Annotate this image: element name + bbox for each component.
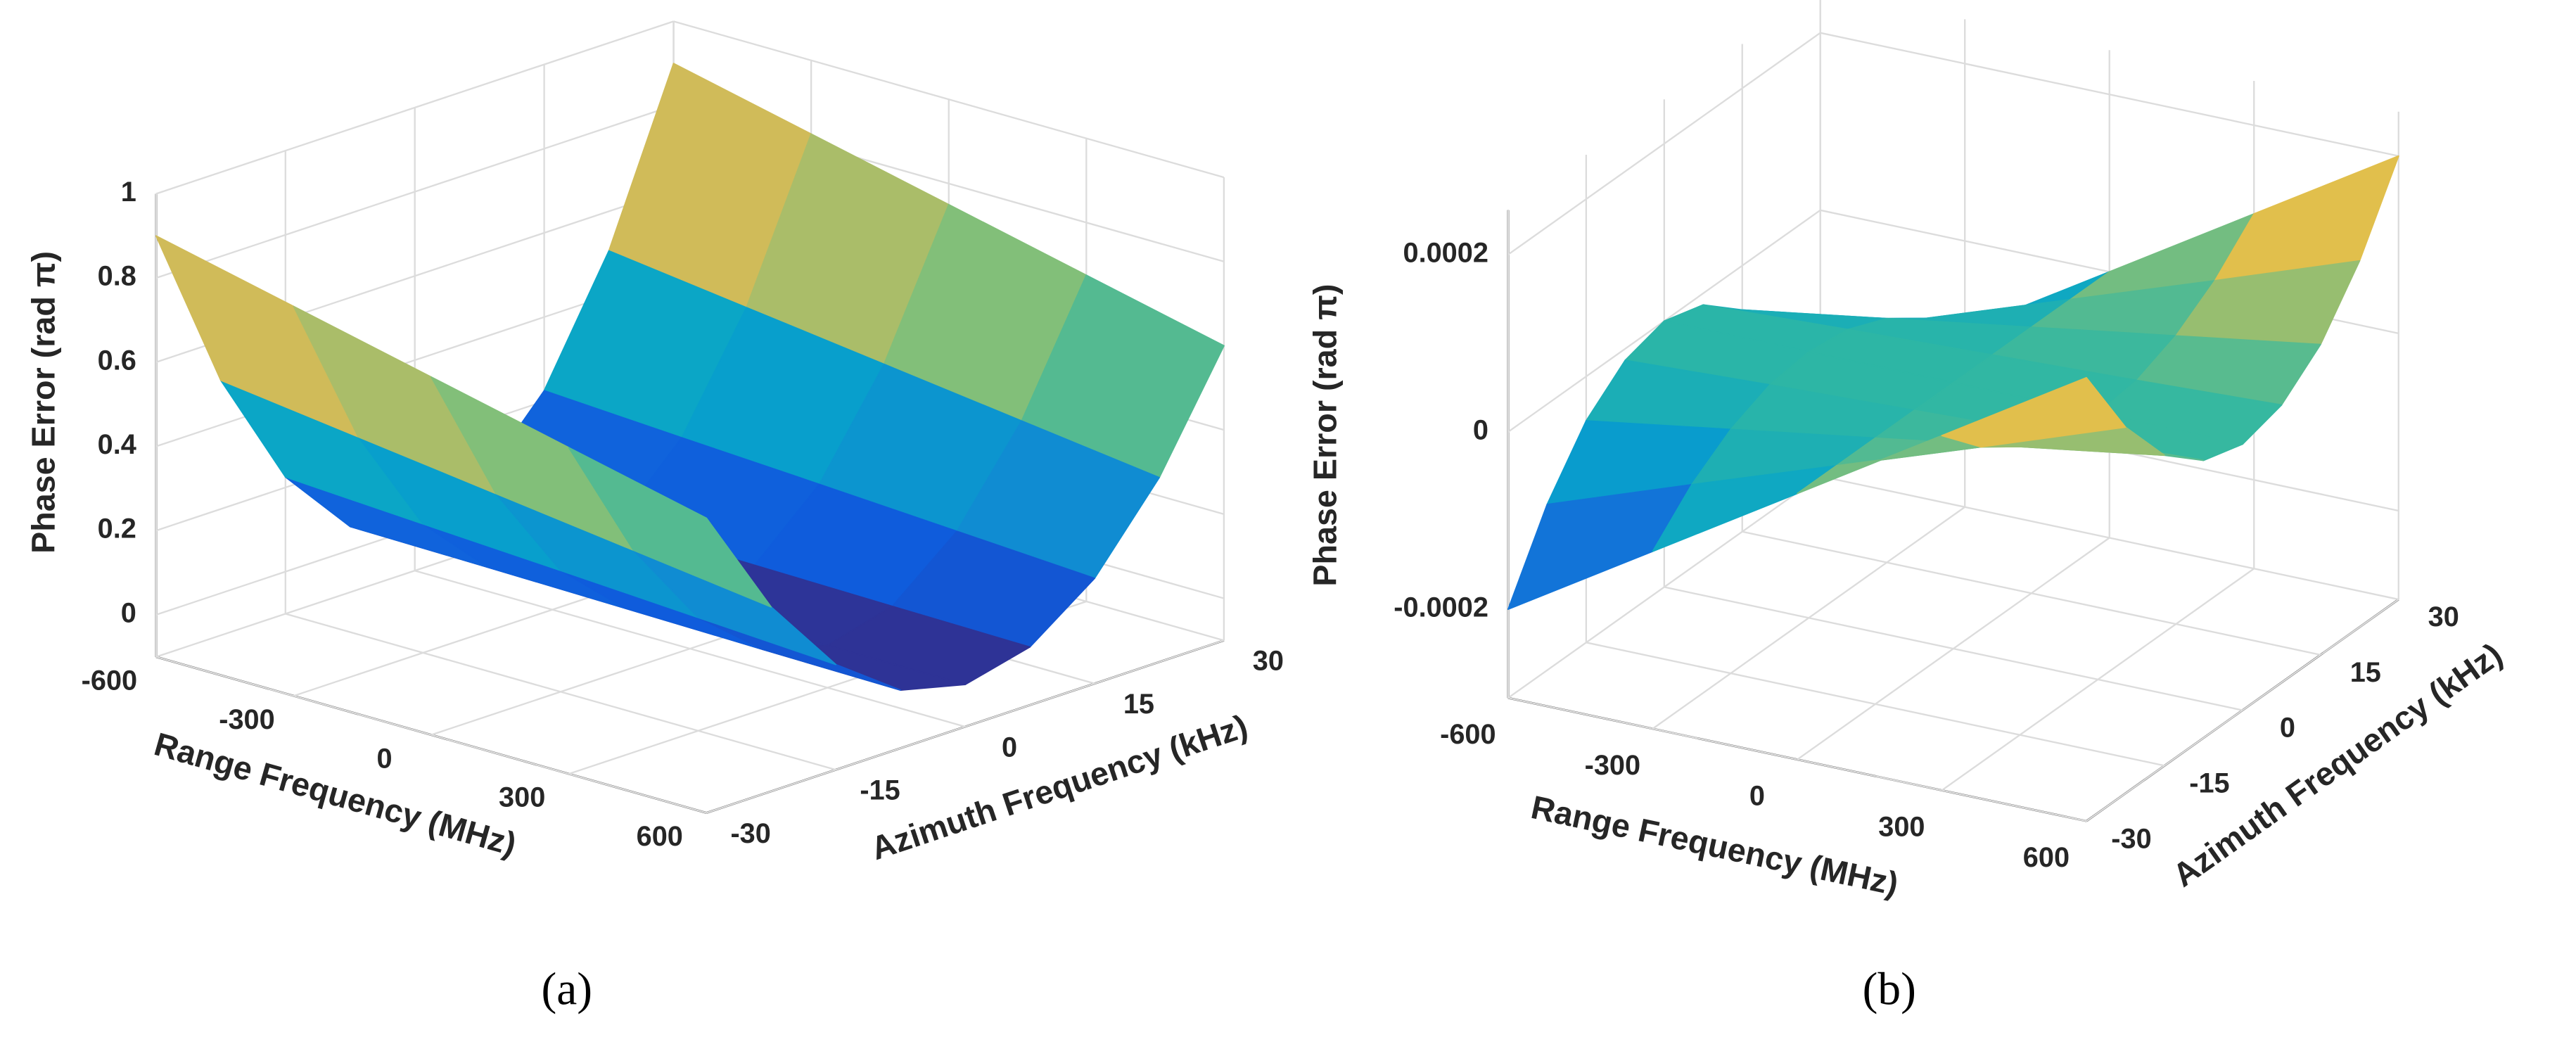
grid-line bbox=[155, 104, 674, 279]
y-axis-label: Azimuth Frequency (kHz) bbox=[2166, 636, 2508, 894]
x-axis-label: Range Frequency (MHz) bbox=[1528, 789, 1901, 903]
y-tick-label: -30 bbox=[730, 818, 770, 849]
y-tick-label: 0 bbox=[1002, 732, 1017, 763]
x-tick-label: 300 bbox=[499, 782, 545, 813]
y-tick-label: -15 bbox=[860, 775, 900, 806]
grid-line bbox=[1507, 32, 1821, 255]
x-tick-label: -600 bbox=[1440, 719, 1496, 750]
y-tick-label: 15 bbox=[1123, 689, 1154, 720]
y-tick-label: -15 bbox=[2189, 768, 2229, 799]
grid-line bbox=[673, 20, 1225, 179]
y-tick-label: 0 bbox=[2280, 713, 2295, 744]
z-tick-label: 0.4 bbox=[98, 429, 136, 460]
grid-line bbox=[1820, 32, 2399, 157]
x-axis-label: Range Frequency (MHz) bbox=[151, 725, 521, 862]
y-tick-label: 30 bbox=[2428, 601, 2459, 632]
grid-line bbox=[1820, 475, 2399, 601]
grid-line bbox=[155, 656, 707, 814]
y-tick-label: 30 bbox=[1253, 646, 1284, 677]
x-tick-label: -300 bbox=[219, 704, 274, 735]
z-tick-label: 1 bbox=[121, 177, 136, 208]
z-tick-label: 0 bbox=[1473, 414, 1488, 445]
x-tick-label: 300 bbox=[1878, 811, 1925, 842]
grid-line bbox=[414, 570, 966, 728]
grid-line bbox=[1742, 530, 2321, 656]
caption: (b) bbox=[1863, 964, 1916, 1014]
x-tick-label: 600 bbox=[637, 821, 683, 852]
z-axis-label: Phase Error (rad π) bbox=[25, 251, 62, 554]
z-axis-label: Phase Error (rad π) bbox=[1306, 284, 1343, 587]
grid-line bbox=[1507, 696, 2087, 822]
z-tick-label: 0 bbox=[121, 597, 136, 628]
grid-line bbox=[155, 20, 674, 195]
x-tick-label: -300 bbox=[1585, 750, 1640, 781]
grid-line bbox=[1664, 586, 2243, 711]
z-tick-label: 0.0002 bbox=[1403, 237, 1488, 268]
z-tick-label: 0.6 bbox=[98, 345, 136, 376]
y-tick-label: 15 bbox=[2350, 657, 2381, 688]
x-tick-label: 0 bbox=[377, 743, 393, 774]
y-tick-label: -30 bbox=[2111, 823, 2151, 854]
x-tick-label: 0 bbox=[1749, 781, 1765, 812]
surface-cell bbox=[1941, 376, 2127, 448]
surface-cell bbox=[568, 447, 772, 608]
z-tick-label: 0.2 bbox=[98, 514, 136, 544]
caption: (a) bbox=[541, 964, 592, 1014]
grid-line bbox=[1586, 642, 2165, 767]
y-axis-label: Azimuth Frequency (kHz) bbox=[867, 708, 1252, 867]
z-tick-label: -0.0002 bbox=[1394, 592, 1488, 623]
x-tick-label: -600 bbox=[82, 665, 137, 696]
grid-line bbox=[285, 613, 836, 771]
x-tick-label: 600 bbox=[2023, 842, 2070, 873]
z-tick-label: 0.8 bbox=[98, 261, 136, 292]
